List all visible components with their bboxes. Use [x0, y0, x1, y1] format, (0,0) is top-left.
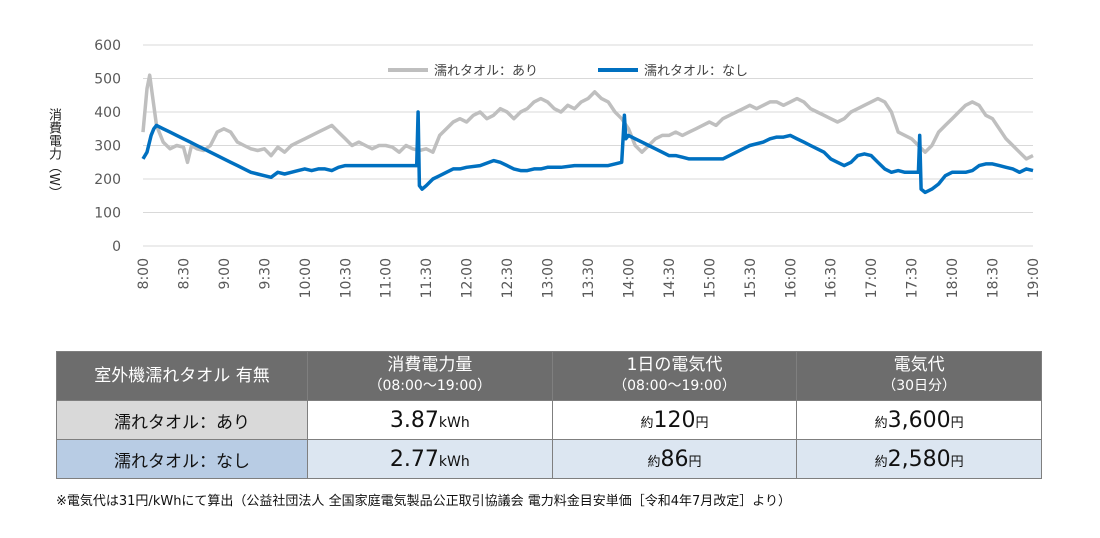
x-tick-label: 10:30 — [338, 258, 354, 298]
table-header-cell: 電気代 （30日分） — [796, 351, 1042, 401]
table-header-cell: 室外機濡れタオル 有無 — [56, 351, 308, 401]
table-row: 濡れタオル：なし 2.77kWh 約86円 約2,580円 — [56, 439, 1042, 479]
x-tick-label: 13:30 — [581, 258, 597, 298]
y-tick-label: 100 — [94, 206, 121, 222]
x-tick-label: 19:00 — [1026, 258, 1042, 298]
header-label: 室外機濡れタオル 有無 — [94, 365, 270, 386]
chart-gridlines — [143, 44, 1033, 247]
x-tick-label: 13:00 — [541, 258, 557, 298]
approx-prefix: 約 — [874, 454, 888, 470]
x-tick-label: 16:00 — [783, 258, 799, 298]
yen-unit: 円 — [950, 415, 964, 431]
header-sublabel: （08:00～19:00） — [368, 378, 492, 394]
x-tick-label: 8:30 — [176, 258, 192, 289]
x-tick-label: 9:30 — [257, 258, 273, 289]
y-axis-label: 消費電力（W） — [46, 108, 61, 199]
y-tick-label: 0 — [112, 239, 121, 255]
x-tick-label: 18:00 — [945, 258, 961, 298]
yen-unit: 円 — [950, 454, 964, 470]
energy-unit: kWh — [438, 453, 470, 470]
header-sublabel: （08:00～19:00） — [613, 378, 736, 394]
header-label: 消費電力量 — [387, 355, 473, 375]
y-tick-label: 300 — [94, 139, 121, 155]
x-tick-label: 11:00 — [379, 258, 395, 298]
daily-cost-cell: 約120円 — [551, 400, 798, 440]
x-tick-label: 18:30 — [986, 258, 1002, 298]
daily-cost-cell: 約86円 — [551, 439, 798, 479]
daily-cost-value: 120 — [653, 407, 696, 433]
table-header-cell: 1日の電気代 （08:00～19:00） — [551, 351, 798, 401]
series-line-without-towel — [141, 110, 1034, 195]
monthly-cost-value: 2,580 — [887, 446, 951, 472]
energy-value: 2.77 — [389, 446, 439, 472]
series-line-with-towel — [141, 73, 1034, 165]
x-tick-label: 10:00 — [298, 258, 314, 298]
header-label: 電気代 — [893, 355, 945, 375]
row-label: 濡れタオル：あり — [56, 400, 308, 440]
table-row: 濡れタオル：あり 3.87kWh 約120円 約3,600円 — [56, 400, 1042, 440]
energy-cell: 2.77kWh — [307, 439, 553, 479]
x-tick-label: 12:30 — [500, 258, 516, 298]
monthly-cost-cell: 約2,580円 — [796, 439, 1042, 479]
power-consumption-chart: 0 100 200 300 400 500 600 8:00 8:30 9:00 9:30 10:0… — [94, 38, 1042, 298]
approx-prefix: 約 — [647, 454, 661, 470]
header-sublabel: （30日分） — [882, 378, 957, 394]
x-tick-label: 8:00 — [136, 258, 152, 289]
chart-legend: 濡れタオル：あり 濡れタオル：なし — [388, 64, 748, 79]
x-tick-label: 15:30 — [743, 258, 759, 298]
approx-prefix: 約 — [640, 415, 654, 431]
table-header-cell: 消費電力量 （08:00～19:00） — [307, 351, 553, 401]
legend-entry: 濡れタオル：なし — [644, 64, 748, 79]
footnote: ※電気代は31円/kWhにて算出（公益社団法人 全国家庭電気製品公正取引協議会 … — [56, 494, 791, 509]
row-label: 濡れタオル：なし — [56, 439, 308, 479]
x-tick-label: 16:30 — [824, 258, 840, 298]
energy-cell: 3.87kWh — [307, 400, 553, 440]
summary-table: 室外機濡れタオル 有無 消費電力量 （08:00～19:00） 1日の電気代 （… — [56, 351, 1042, 479]
legend-entry: 濡れタオル：あり — [434, 64, 538, 79]
x-tick-label: 17:00 — [864, 258, 880, 298]
x-tick-label: 14:00 — [621, 258, 637, 298]
approx-prefix: 約 — [874, 415, 888, 431]
yen-unit: 円 — [688, 454, 702, 470]
x-tick-label: 15:00 — [702, 258, 718, 298]
x-tick-label: 14:30 — [662, 258, 678, 298]
y-tick-label: 200 — [94, 172, 121, 188]
energy-unit: kWh — [438, 414, 470, 431]
monthly-cost-cell: 約3,600円 — [796, 400, 1042, 440]
monthly-cost-value: 3,600 — [887, 407, 951, 433]
table-header-row: 室外機濡れタオル 有無 消費電力量 （08:00～19:00） 1日の電気代 （… — [56, 351, 1042, 401]
y-tick-label: 400 — [94, 105, 121, 121]
header-label: 1日の電気代 — [626, 355, 723, 375]
x-axis-ticks: 8:00 8:30 9:00 9:30 10:00 10:30 11:00 11:30 12:0… — [136, 258, 1042, 298]
x-tick-label: 9:00 — [217, 258, 233, 289]
y-axis-ticks: 0 100 200 300 400 500 600 — [94, 38, 121, 255]
x-tick-label: 17:30 — [905, 258, 921, 298]
x-tick-label: 11:30 — [419, 258, 435, 298]
daily-cost-value: 86 — [660, 446, 689, 472]
y-tick-label: 500 — [94, 72, 121, 88]
x-tick-label: 12:00 — [460, 258, 476, 298]
y-tick-label: 600 — [94, 38, 121, 54]
chart-series — [141, 73, 1034, 195]
energy-value: 3.87 — [389, 407, 439, 433]
yen-unit: 円 — [695, 415, 709, 431]
